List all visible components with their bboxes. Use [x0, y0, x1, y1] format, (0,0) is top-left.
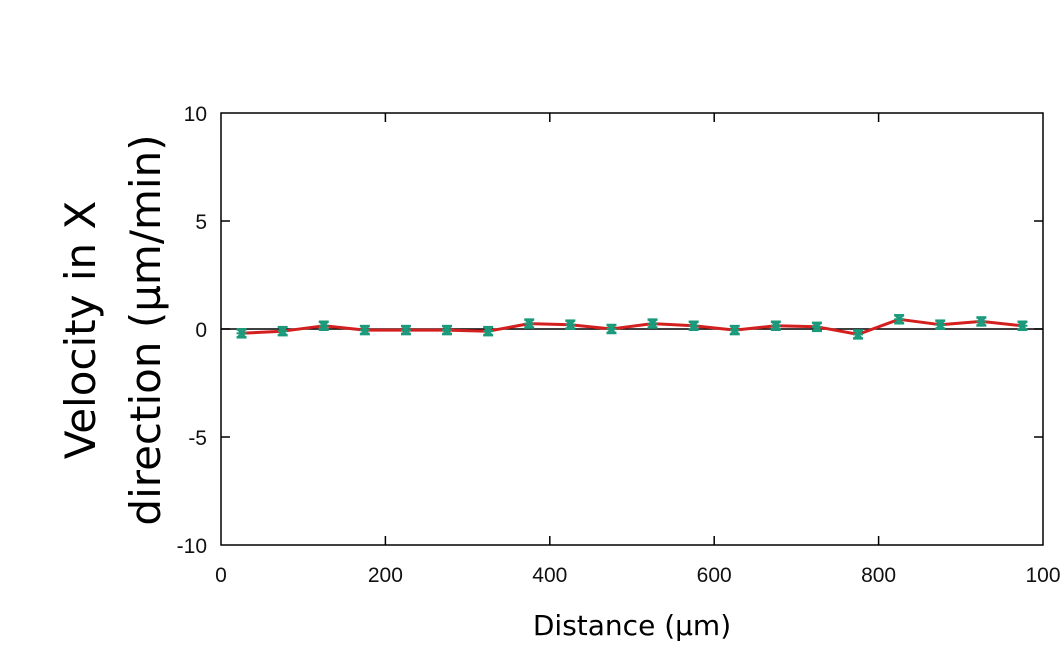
marker-stroke	[771, 321, 781, 330]
data-point	[318, 320, 329, 332]
data-point	[729, 324, 740, 336]
marker-stroke	[853, 330, 863, 339]
marker-stroke	[278, 326, 287, 336]
marker-stroke	[525, 319, 534, 328]
tick-labels: 0 200 400 600 800 100 10 5 0 -5 -10	[177, 103, 1061, 587]
y-tick-label: -5	[188, 427, 207, 450]
marker-stroke	[237, 329, 246, 338]
marker-stroke	[648, 319, 657, 328]
series-line	[241, 317, 1023, 336]
y-tick-label: 5	[195, 211, 207, 234]
marker-stroke	[977, 317, 986, 326]
marker-stroke	[401, 325, 411, 335]
marker-stroke	[319, 321, 328, 330]
marker-stroke	[607, 324, 616, 334]
y-tick-label: 0	[195, 319, 207, 342]
data-point	[853, 329, 864, 340]
marker-stroke	[442, 325, 452, 335]
data-point	[894, 314, 905, 325]
series-group	[236, 314, 1028, 340]
x-tick-label: 400	[532, 564, 567, 587]
x-tick-label: 800	[861, 564, 896, 587]
data-point	[811, 321, 822, 333]
data-point	[483, 325, 494, 337]
marker-stroke	[689, 321, 698, 330]
data-point	[524, 318, 535, 329]
data-point	[359, 324, 370, 336]
x-tick-label: 200	[368, 564, 403, 587]
data-point	[770, 320, 781, 332]
marker-stroke	[483, 326, 493, 336]
data-point	[688, 320, 699, 332]
marker-stroke	[730, 325, 739, 335]
marker-stroke	[936, 320, 945, 329]
marker-stroke	[894, 315, 904, 324]
x-axis-title: Distance (µm)	[533, 609, 731, 642]
x-tick-label: 600	[697, 564, 732, 587]
marker-stroke	[566, 320, 575, 329]
data-point	[236, 328, 247, 339]
data-point	[647, 318, 658, 329]
data-point	[1017, 320, 1028, 332]
marker-stroke	[360, 325, 370, 335]
marker-stroke	[1018, 321, 1027, 330]
data-point	[976, 316, 987, 327]
data-point	[442, 324, 453, 336]
data-point	[400, 324, 411, 336]
marker-stroke	[812, 322, 822, 332]
data-point	[277, 325, 288, 337]
data-point	[565, 319, 576, 330]
y-axis-title-line-1: Velocity in X	[56, 201, 105, 460]
data-point	[606, 323, 617, 335]
data-point	[935, 319, 946, 330]
y-tick-label: -10	[177, 535, 207, 558]
x-tick-label: 100	[1025, 564, 1060, 587]
y-tick-label: 10	[184, 103, 207, 126]
y-axis-title-line-2: direction (µm/min)	[121, 134, 170, 525]
x-tick-label: 0	[215, 564, 227, 587]
